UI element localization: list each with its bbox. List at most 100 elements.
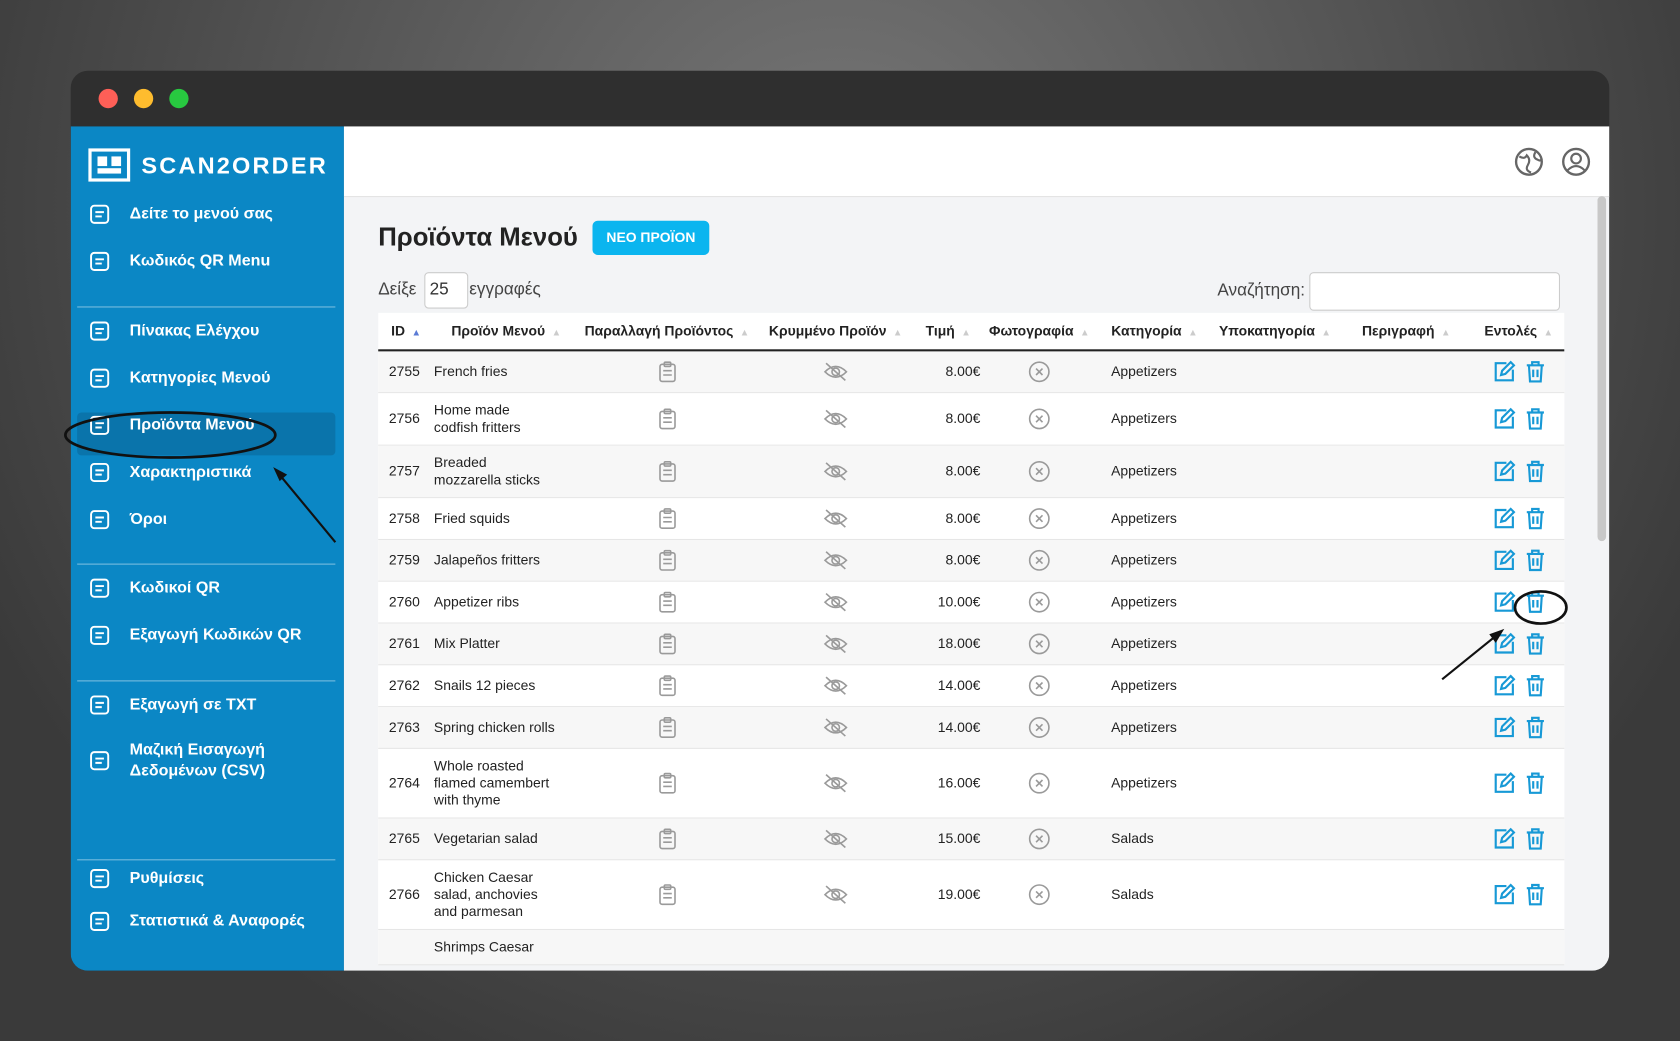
hidden-icon[interactable] — [823, 884, 849, 905]
product-id: 2763 — [388, 718, 420, 736]
category: Appetizers — [1111, 677, 1177, 694]
photo-icon[interactable] — [1028, 507, 1052, 531]
table-cell — [579, 763, 756, 804]
column-header[interactable]: Παραλλαγή Προϊόντος ▲ — [579, 313, 756, 348]
table-row: 2766 Chicken Caesar salad, anchovies and … — [378, 860, 1565, 931]
user-icon[interactable] — [1561, 147, 1591, 177]
variation-icon[interactable] — [656, 883, 677, 907]
column-header[interactable]: Φωτογραφία ▲ — [980, 313, 1098, 348]
edit-button[interactable] — [1492, 674, 1516, 698]
photo-icon[interactable] — [1028, 883, 1052, 907]
photo-icon[interactable] — [1028, 460, 1052, 484]
delete-button[interactable] — [1524, 771, 1545, 795]
menu-item[interactable]: Κατηγορίες Μενού — [129, 368, 271, 387]
variation-icon[interactable] — [656, 827, 677, 851]
menu-item[interactable]: Ρυθμίσεις — [129, 868, 205, 888]
price: 8.00€ — [945, 462, 981, 479]
photo-icon[interactable] — [1028, 716, 1052, 740]
scrollbar[interactable] — [1597, 196, 1607, 542]
photo-icon[interactable] — [1028, 827, 1052, 851]
table-cell: Appetizers — [1098, 710, 1211, 744]
edit-button[interactable] — [1492, 716, 1516, 740]
variation-icon[interactable] — [656, 590, 677, 614]
main: Προϊόντα Μενού ΝΕΟ ΠΡΟΪΟΝ Δείξε 25 εγγρα… — [343, 126, 1610, 971]
photo-icon[interactable] — [1028, 674, 1052, 698]
hidden-icon[interactable] — [823, 591, 849, 612]
variation-icon[interactable] — [656, 716, 677, 740]
menu-item[interactable]: Πίνακας Ελέγχου — [129, 321, 260, 340]
variation-icon[interactable] — [656, 549, 677, 573]
menu-item[interactable]: Δείτε το μενού σας — [129, 204, 273, 223]
menu-icon — [88, 749, 112, 773]
menu-icon — [88, 624, 112, 648]
edit-button[interactable] — [1492, 507, 1516, 531]
column-header[interactable]: ID ▲ — [378, 313, 434, 348]
edit-button[interactable] — [1492, 827, 1516, 851]
hidden-icon[interactable] — [823, 773, 849, 794]
category: Appetizers — [1111, 551, 1177, 568]
edit-button[interactable] — [1492, 360, 1516, 384]
language-icon[interactable] — [1514, 147, 1544, 177]
hidden-icon[interactable] — [823, 508, 849, 529]
hidden-icon[interactable] — [823, 828, 849, 849]
delete-button[interactable] — [1524, 674, 1545, 698]
variation-icon[interactable] — [656, 407, 677, 431]
edit-button[interactable] — [1492, 549, 1516, 573]
menu-item[interactable]: Χαρακτηριστικά — [129, 462, 252, 482]
menu-item[interactable]: Εξαγωγή Κωδικών QR — [129, 625, 302, 644]
edit-button[interactable] — [1492, 590, 1516, 614]
hidden-icon[interactable] — [823, 717, 849, 738]
delete-button[interactable] — [1524, 716, 1545, 740]
delete-button[interactable] — [1524, 883, 1545, 907]
table-cell — [579, 351, 756, 392]
column-header[interactable]: Κατηγορία ▲ — [1098, 313, 1211, 348]
delete-button[interactable] — [1524, 827, 1545, 851]
hidden-icon[interactable] — [823, 550, 849, 571]
column-header[interactable]: Κρυμμένο Προϊόν ▲ — [755, 313, 916, 348]
table-cell — [1473, 399, 1564, 440]
hidden-icon[interactable] — [823, 633, 849, 654]
edit-button[interactable] — [1492, 771, 1516, 795]
menu-item[interactable]: Στατιστικά & Αναφορές — [129, 911, 305, 931]
column-header[interactable]: Περιγραφή ▲ — [1339, 313, 1473, 348]
page-size-select[interactable]: 25 — [424, 272, 469, 309]
menu-item[interactable]: Προϊόντα Μενού — [129, 415, 255, 434]
delete-button[interactable] — [1524, 460, 1545, 484]
hidden-icon[interactable] — [823, 408, 849, 429]
variation-icon[interactable] — [656, 771, 677, 795]
menu-item[interactable]: Όροι — [129, 510, 168, 529]
variation-icon[interactable] — [656, 460, 677, 484]
column-header[interactable]: Προϊόν Μενού ▲ — [434, 313, 579, 348]
photo-icon[interactable] — [1028, 549, 1052, 573]
delete-button[interactable] — [1524, 632, 1545, 656]
column-header[interactable]: Τιμή ▲ — [916, 313, 980, 348]
sidebar-divider — [77, 563, 336, 565]
delete-button[interactable] — [1524, 407, 1545, 431]
edit-button[interactable] — [1492, 407, 1516, 431]
menu-item[interactable]: Εξαγωγή σε TXT — [129, 695, 257, 714]
search-input[interactable] — [1309, 272, 1561, 311]
delete-button[interactable] — [1524, 360, 1545, 384]
photo-icon[interactable] — [1028, 407, 1052, 431]
edit-button[interactable] — [1492, 883, 1516, 907]
menu-item[interactable]: Κωδικοί QR — [129, 578, 220, 597]
delete-button[interactable] — [1524, 549, 1545, 573]
new-product-button[interactable]: ΝΕΟ ΠΡΟΪΟΝ — [592, 220, 710, 256]
column-header[interactable]: Εντολές ▲ — [1473, 313, 1564, 348]
photo-icon[interactable] — [1028, 360, 1052, 384]
delete-button[interactable] — [1524, 507, 1545, 531]
hidden-icon[interactable] — [823, 361, 849, 382]
variation-icon[interactable] — [656, 674, 677, 698]
variation-icon[interactable] — [656, 632, 677, 656]
hidden-icon[interactable] — [823, 675, 849, 696]
variation-icon[interactable] — [656, 360, 677, 384]
variation-icon[interactable] — [656, 507, 677, 531]
menu-item[interactable]: Μαζική Εισαγωγή Δεδομένων (CSV) — [129, 740, 266, 781]
column-header[interactable]: Υποκατηγορία ▲ — [1211, 313, 1340, 348]
menu-item[interactable]: Κωδικός QR Menu — [129, 251, 271, 271]
photo-icon[interactable] — [1028, 632, 1052, 656]
hidden-icon[interactable] — [823, 461, 849, 482]
edit-button[interactable] — [1492, 460, 1516, 484]
photo-icon[interactable] — [1028, 771, 1052, 795]
photo-icon[interactable] — [1028, 590, 1052, 614]
